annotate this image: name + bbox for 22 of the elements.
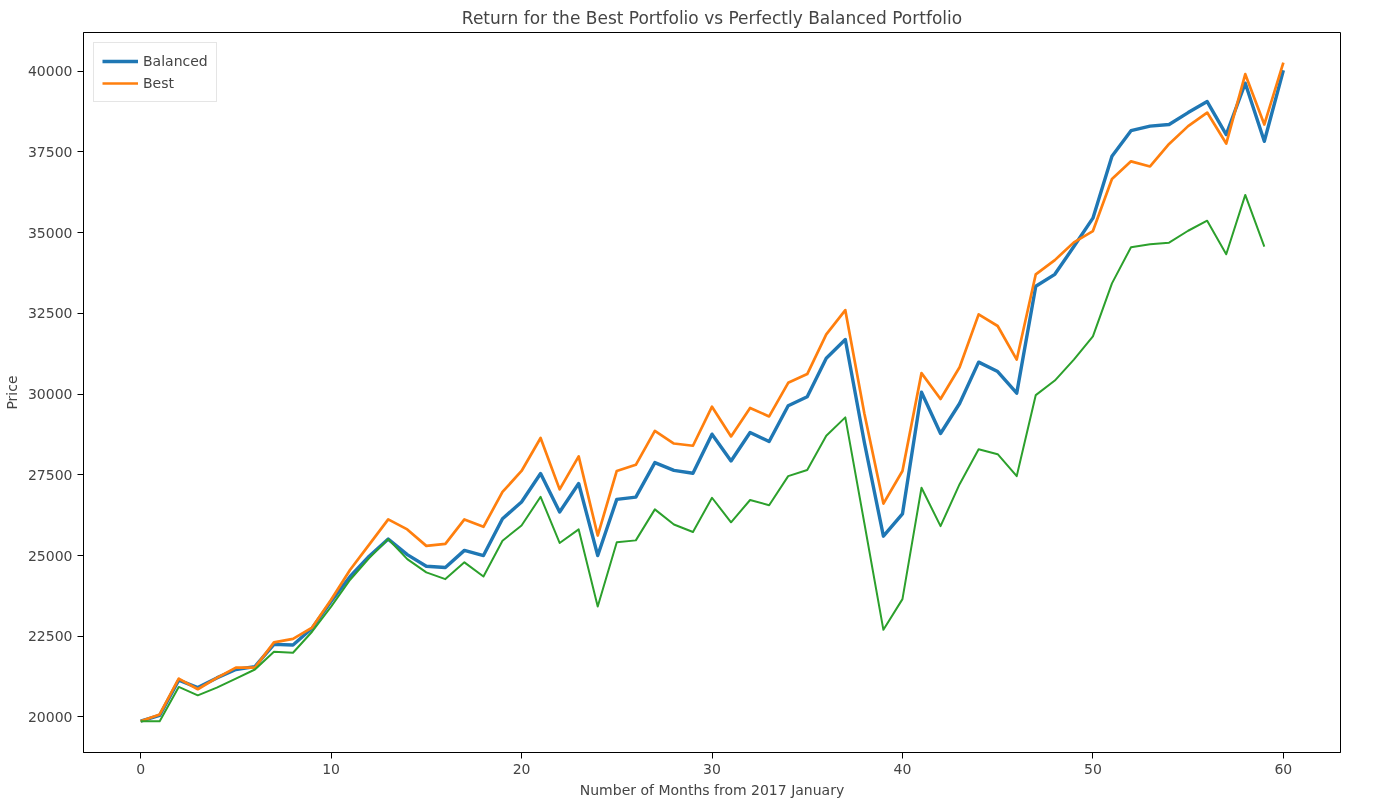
y-tick-label: 30000 <box>27 386 73 403</box>
line-series <box>139 193 1266 723</box>
x-tick-label: 0 <box>136 760 146 777</box>
y-tick-label: 27500 <box>27 466 73 483</box>
y-tick-label: 35000 <box>27 224 73 241</box>
y-tick-label: 20000 <box>27 708 73 725</box>
x-tick-label: 40 <box>893 760 912 777</box>
x-tick-label: 10 <box>322 760 341 777</box>
x-axis-title: Number of Months from 2017 January <box>579 781 845 798</box>
y-tick-label: 40000 <box>27 63 73 80</box>
y-tick-label: 32500 <box>27 305 73 322</box>
chart-title: Return for the Best Portfolio vs Perfectly Balanced Portfolio <box>461 7 963 28</box>
legend-label: Best <box>143 75 175 91</box>
x-tick-label: 50 <box>1084 760 1102 777</box>
y-tick-label: 22500 <box>27 628 73 645</box>
y-tick-label: 25000 <box>27 547 73 564</box>
y-tick-label: 37500 <box>27 143 73 160</box>
x-tick-label: 20 <box>512 760 531 777</box>
x-tick-label: 60 <box>1274 760 1293 777</box>
y-axis-title: Price <box>3 375 20 410</box>
legend-label: Balanced <box>143 53 208 69</box>
x-tick-label: 30 <box>703 760 721 777</box>
